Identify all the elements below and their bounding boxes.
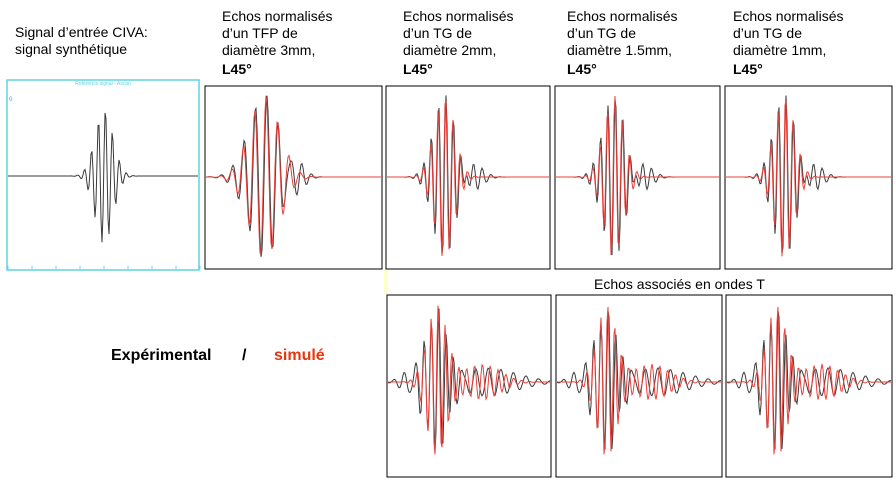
panel-title: d’un TG de	[567, 25, 637, 41]
legend-simulated: simulé	[274, 347, 325, 364]
panel-emphasis: L45°	[403, 61, 433, 77]
panel-title: diamètre 2mm,	[403, 42, 497, 58]
panel-title: d’un TG de	[733, 25, 803, 41]
waveform	[8, 112, 198, 243]
legend-experimental: Expérimental	[111, 347, 212, 364]
panel-title: diamètre 3mm,	[222, 42, 316, 58]
panel-emphasis: L45°	[567, 61, 597, 77]
panel-title: Echos normalisés	[403, 8, 514, 24]
waveform	[727, 306, 891, 455]
panel-title: Echos normalisés	[567, 8, 678, 24]
panel-title: d’un TG de	[403, 25, 473, 41]
input-label: signal synthétique	[15, 41, 128, 57]
waveform	[557, 306, 721, 455]
panel-title: Echos normalisés	[222, 8, 333, 24]
t-wave-caption: Echos associés en ondes T	[594, 276, 765, 292]
panel-title: Echos normalisés	[733, 8, 844, 24]
legend-separator: /	[242, 347, 247, 364]
panel-emphasis: L45°	[222, 61, 252, 77]
panel-emphasis: L45°	[733, 61, 763, 77]
waveform	[206, 95, 381, 255]
waveform	[388, 305, 550, 455]
waveform	[556, 95, 719, 255]
input-label: Signal d’entrée CIVA:	[15, 24, 148, 40]
panel-title: diamètre 1mm,	[733, 42, 827, 58]
waveform	[387, 100, 549, 257]
reference-title: Reference signal - Ascan	[75, 81, 131, 87]
highlight	[384, 270, 388, 294]
waveform	[726, 100, 891, 257]
reference-axis-label: 0	[9, 97, 13, 103]
panel-title: diamètre 1.5mm,	[567, 42, 673, 58]
reference-frame	[6, 79, 200, 271]
panel-title: d’un TFP de	[222, 25, 298, 41]
